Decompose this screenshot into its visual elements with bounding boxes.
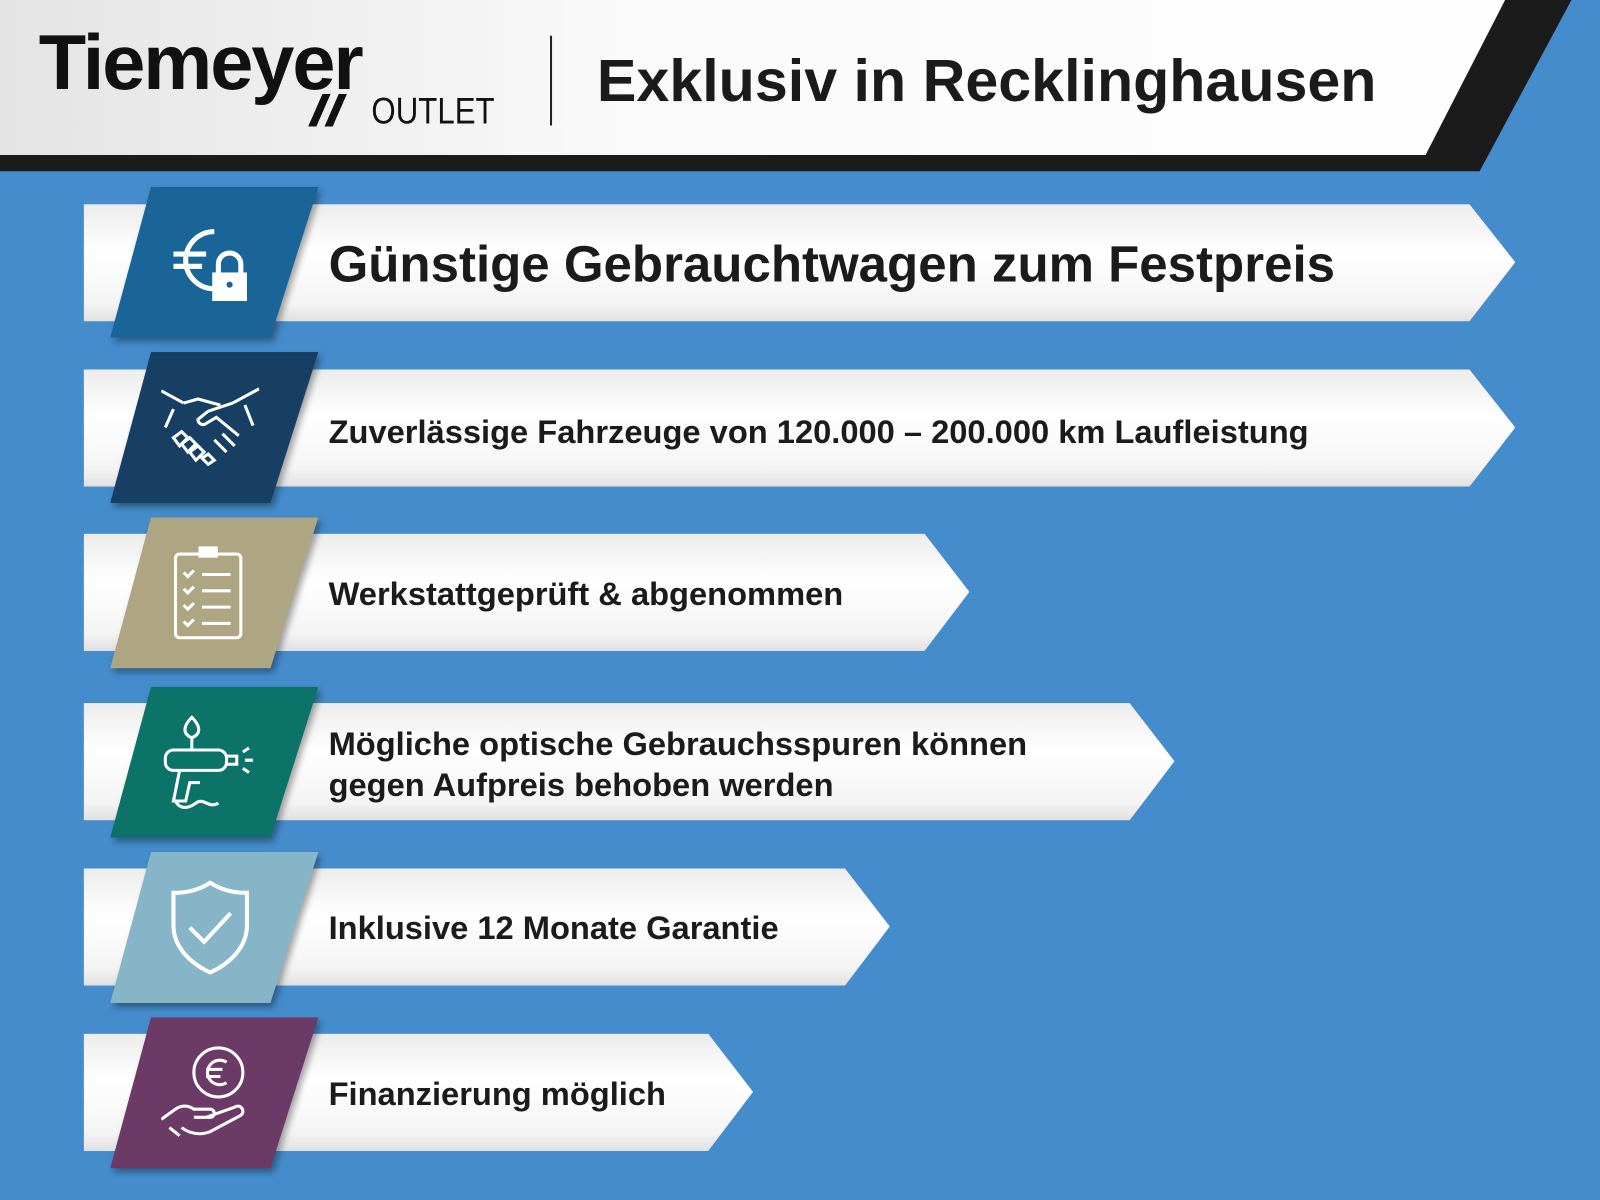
feature-text: Werkstattgeprüft & abgenommen <box>328 575 844 613</box>
clipboard-checklist-icon <box>173 546 243 640</box>
logo-sub: OUTLET <box>371 89 495 132</box>
icon-tile <box>102 186 321 338</box>
logo-slash-icon <box>308 93 347 127</box>
page-title: Exklusiv in Recklinghausen <box>596 47 1377 115</box>
feature-text: Mögliche optische Gebrauchsspuren können… <box>329 723 1028 805</box>
feature-text: Günstige Gebrauchtwagen zum Festpreis <box>328 235 1336 293</box>
icon-tile <box>102 852 321 1004</box>
feature-banner <box>83 369 1516 487</box>
feature-text: Finanzierung möglich <box>328 1075 666 1113</box>
euro-lock-icon <box>173 229 247 302</box>
feature-text-line: gegen Aufpreis behoben werden <box>328 766 834 804</box>
icon-tile <box>102 1017 321 1169</box>
icon-tile <box>102 352 321 504</box>
header-divider <box>549 35 553 126</box>
logo: Tiemeyer <box>38 19 364 107</box>
header <box>0 0 1506 156</box>
feature-text: Zuverlässige Fahrzeuge von 120.000 – 200… <box>328 413 1309 450</box>
icon-tile <box>102 686 321 838</box>
hand-euro-icon <box>161 1046 245 1137</box>
icon-tile <box>102 517 321 669</box>
feature-text: Inklusive 12 Monate Garantie <box>328 909 779 946</box>
spray-gun-icon <box>163 715 254 809</box>
feature-text-line: Mögliche optische Gebrauchsspuren können <box>328 725 1028 763</box>
handshake-icon <box>161 387 260 467</box>
feature-banner <box>83 204 1516 322</box>
shield-check-icon <box>171 880 249 975</box>
